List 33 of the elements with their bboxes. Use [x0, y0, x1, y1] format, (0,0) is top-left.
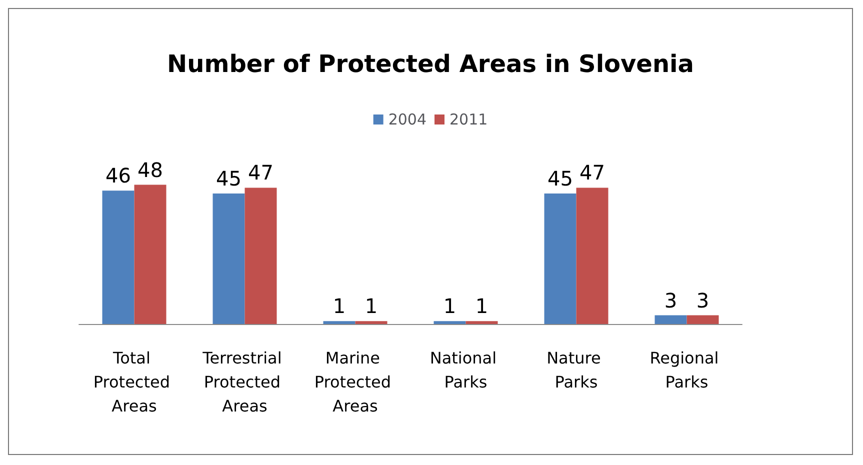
bar — [686, 315, 719, 324]
legend-label: 2004 — [388, 110, 427, 128]
data-label: 3 — [664, 288, 678, 312]
data-label: 45 — [548, 166, 573, 190]
bar — [212, 194, 245, 324]
data-label: 3 — [696, 288, 710, 312]
data-label: 45 — [216, 166, 242, 190]
x-tick-label: Terrestrial Protected Areas — [202, 348, 287, 416]
bar — [244, 188, 277, 324]
data-label: 1 — [475, 294, 488, 318]
bar — [544, 194, 576, 324]
bar — [102, 190, 134, 324]
bar — [323, 321, 356, 324]
bar — [654, 315, 687, 324]
data-label: 1 — [443, 294, 456, 318]
data-label: 47 — [580, 160, 605, 185]
data-label: 47 — [248, 160, 274, 185]
x-tick-label: Total Protected Areas — [93, 348, 176, 416]
x-tick-label: National Parks — [430, 348, 502, 392]
data-label: 48 — [138, 158, 163, 182]
bar — [434, 321, 466, 324]
x-tick-label: Regional Parks — [650, 348, 724, 392]
data-label: 1 — [364, 294, 378, 318]
legend-label: 2011 — [450, 110, 488, 128]
data-label: 46 — [106, 164, 131, 188]
bar — [466, 321, 498, 324]
x-tick-label: Nature Parks — [546, 348, 606, 392]
x-tick-label: Marine Protected Areas — [314, 348, 396, 416]
bar — [134, 184, 166, 324]
bar — [576, 188, 608, 324]
data-label: 1 — [332, 294, 346, 318]
chart-title: Number of Protected Areas in Slovenia — [167, 50, 694, 78]
bar — [355, 321, 388, 324]
